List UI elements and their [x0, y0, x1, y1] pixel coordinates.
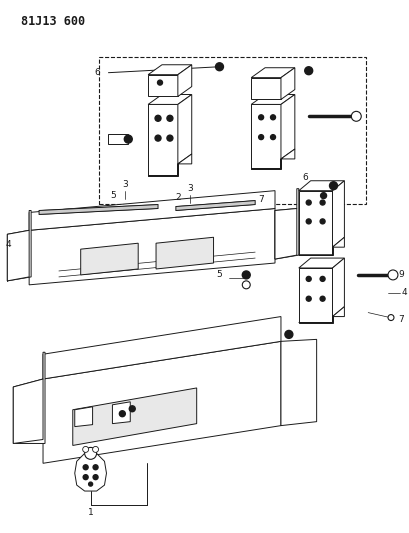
Polygon shape: [13, 379, 43, 443]
Circle shape: [155, 135, 161, 141]
Circle shape: [93, 475, 98, 480]
Circle shape: [258, 135, 264, 140]
Circle shape: [351, 111, 361, 122]
Polygon shape: [176, 200, 255, 211]
Polygon shape: [39, 205, 158, 214]
Polygon shape: [29, 191, 275, 230]
Text: 7: 7: [258, 195, 264, 204]
Circle shape: [119, 411, 125, 417]
Circle shape: [89, 482, 92, 486]
Polygon shape: [29, 208, 275, 285]
Text: 2: 2: [175, 193, 181, 202]
Polygon shape: [299, 181, 344, 191]
Circle shape: [167, 115, 173, 122]
Circle shape: [129, 406, 135, 411]
Circle shape: [92, 447, 99, 453]
Polygon shape: [148, 94, 192, 104]
Polygon shape: [333, 181, 344, 247]
Polygon shape: [281, 340, 317, 426]
Text: 3: 3: [122, 180, 128, 189]
Polygon shape: [251, 78, 281, 100]
Text: 1: 1: [88, 508, 94, 518]
Circle shape: [320, 277, 325, 281]
Polygon shape: [108, 134, 128, 144]
Circle shape: [258, 115, 264, 120]
Circle shape: [285, 330, 293, 338]
Polygon shape: [251, 68, 295, 78]
Polygon shape: [13, 352, 45, 443]
Polygon shape: [148, 154, 192, 176]
Polygon shape: [43, 341, 281, 463]
Text: 81J13 600: 81J13 600: [21, 15, 85, 28]
Polygon shape: [148, 104, 178, 176]
Circle shape: [83, 465, 88, 470]
Polygon shape: [81, 243, 138, 275]
Polygon shape: [7, 230, 29, 281]
Polygon shape: [43, 317, 281, 379]
Text: 4: 4: [5, 240, 11, 249]
Polygon shape: [251, 104, 281, 169]
Polygon shape: [75, 454, 106, 491]
Polygon shape: [275, 208, 297, 259]
Polygon shape: [333, 258, 344, 317]
Circle shape: [320, 200, 325, 205]
Polygon shape: [148, 64, 192, 75]
Polygon shape: [299, 237, 344, 255]
Circle shape: [321, 192, 326, 199]
Polygon shape: [178, 64, 192, 96]
Text: 7: 7: [398, 315, 404, 324]
Circle shape: [330, 182, 337, 190]
Polygon shape: [299, 258, 344, 268]
Text: 9: 9: [324, 195, 329, 204]
Circle shape: [306, 277, 311, 281]
Circle shape: [83, 475, 88, 480]
Circle shape: [242, 281, 250, 289]
Circle shape: [155, 115, 161, 122]
Circle shape: [305, 67, 312, 75]
Polygon shape: [112, 402, 130, 424]
Polygon shape: [7, 211, 31, 281]
Polygon shape: [178, 94, 192, 164]
Circle shape: [388, 270, 398, 280]
Circle shape: [157, 80, 162, 85]
Polygon shape: [281, 94, 295, 159]
Circle shape: [306, 200, 311, 205]
Circle shape: [85, 447, 97, 459]
Circle shape: [83, 447, 89, 453]
Circle shape: [270, 135, 276, 140]
Text: 6: 6: [95, 68, 101, 77]
Text: 3: 3: [187, 184, 193, 193]
Bar: [99, 57, 366, 204]
Circle shape: [216, 63, 223, 71]
Circle shape: [306, 296, 311, 301]
Text: 9: 9: [398, 270, 404, 279]
Circle shape: [270, 115, 276, 120]
Polygon shape: [251, 94, 295, 104]
Text: 5: 5: [110, 191, 116, 200]
Polygon shape: [281, 68, 295, 100]
Text: 5: 5: [217, 270, 222, 279]
Circle shape: [93, 465, 98, 470]
Circle shape: [306, 219, 311, 224]
Polygon shape: [299, 268, 333, 322]
Text: 6: 6: [303, 173, 309, 182]
Polygon shape: [251, 149, 295, 169]
Text: 4: 4: [402, 288, 407, 297]
Polygon shape: [75, 407, 92, 426]
Polygon shape: [73, 388, 197, 446]
Text: 8: 8: [286, 353, 292, 362]
Polygon shape: [148, 75, 178, 96]
Circle shape: [320, 296, 325, 301]
Polygon shape: [299, 306, 344, 322]
Circle shape: [320, 219, 325, 224]
Circle shape: [242, 271, 250, 279]
Circle shape: [167, 135, 173, 141]
Polygon shape: [299, 191, 333, 255]
Circle shape: [124, 135, 132, 143]
Polygon shape: [275, 189, 299, 259]
Polygon shape: [156, 237, 213, 269]
Circle shape: [388, 314, 394, 320]
